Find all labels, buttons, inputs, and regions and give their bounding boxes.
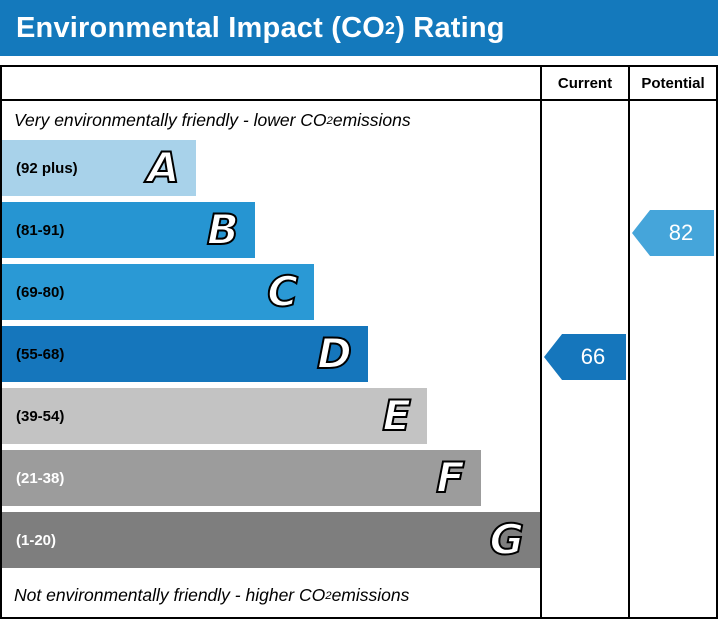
- potential-rating-arrow: 82: [632, 210, 714, 256]
- band-f-letter: F: [435, 453, 466, 502]
- current-column-cell: [540, 388, 628, 450]
- rating-table: Current Potential Very environmentally f…: [0, 65, 718, 619]
- band-d-letter: D: [316, 329, 353, 378]
- current-rating-arrow: 66: [544, 334, 626, 380]
- band-b-range: (81-91): [16, 221, 65, 239]
- potential-column-cell: 82: [628, 202, 716, 264]
- band-c-letter: C: [266, 267, 299, 316]
- band-row-d: (55-68) D 66: [2, 326, 716, 388]
- current-column-cell: [540, 140, 628, 202]
- current-column-header: Current: [540, 67, 628, 99]
- current-column-cell: [540, 202, 628, 264]
- current-column-cell: [540, 264, 628, 326]
- potential-column-cell: [628, 450, 716, 512]
- current-column-cell: [540, 101, 628, 140]
- band-a: (92 plus) A: [2, 140, 196, 196]
- bottom-note: Not environmentally friendly - higher CO…: [14, 585, 410, 605]
- band-row-c: (69-80) C: [2, 264, 716, 326]
- band-a-letter: A: [146, 143, 180, 192]
- bottom-note-row: Not environmentally friendly - higher CO…: [2, 574, 716, 617]
- top-note-row: Very environmentally friendly - lower CO…: [2, 101, 716, 140]
- top-note-suffix: emissions: [332, 110, 411, 130]
- band-area-c: (69-80) C: [2, 264, 540, 326]
- potential-column-cell: [628, 574, 716, 617]
- current-rating-value: 66: [580, 344, 606, 369]
- page-title-text: Environmental Impact (CO: [16, 11, 385, 44]
- band-area-g: (1-20) G: [2, 512, 540, 574]
- potential-column-cell: [628, 512, 716, 574]
- band-d-range: (55-68): [16, 345, 65, 363]
- current-column-cell: [540, 450, 628, 512]
- band-area-f: (21-38) F: [2, 450, 540, 512]
- band-d: (55-68) D: [2, 326, 368, 382]
- potential-column-cell: [628, 388, 716, 450]
- band-g-range: (1-20): [16, 531, 57, 549]
- band-area-e: (39-54) E: [2, 388, 540, 450]
- table-header-row: Current Potential: [2, 67, 716, 101]
- potential-column-cell: [628, 264, 716, 326]
- top-note: Very environmentally friendly - lower CO…: [14, 110, 411, 130]
- band-g: (1-20) G: [2, 512, 540, 568]
- band-a-range: (92 plus): [16, 159, 78, 177]
- band-e: (39-54) E: [2, 388, 428, 444]
- band-row-f: (21-38) F: [2, 450, 716, 512]
- current-column-cell: [540, 512, 628, 574]
- band-g-letter: G: [489, 515, 526, 564]
- top-note-text: Very environmentally friendly - lower CO: [14, 110, 327, 130]
- band-f: (21-38) F: [2, 450, 481, 506]
- band-c: (69-80) C: [2, 264, 315, 320]
- band-area-b: (81-91) B: [2, 202, 540, 264]
- band-c-range: (69-80): [16, 283, 65, 301]
- band-row-e: (39-54) E: [2, 388, 716, 450]
- bottom-note-text: Not environmentally friendly - higher CO: [14, 585, 326, 605]
- band-area-a: (92 plus) A: [2, 140, 540, 202]
- band-row-b: (81-91) B 82: [2, 202, 716, 264]
- bottom-note-suffix: emissions: [331, 585, 410, 605]
- band-e-letter: E: [381, 391, 412, 440]
- page-title: Environmental Impact (CO 2) Rating: [0, 0, 718, 56]
- band-f-range: (21-38): [16, 469, 65, 487]
- page-title-suffix: ) Rating: [395, 11, 505, 44]
- current-column-cell: 66: [540, 326, 628, 388]
- band-b-letter: B: [206, 205, 240, 254]
- band-b: (81-91) B: [2, 202, 255, 258]
- band-e-range: (39-54): [16, 407, 65, 425]
- potential-column-cell: [628, 326, 716, 388]
- header-spacer: [2, 67, 540, 99]
- potential-column-cell: [628, 140, 716, 202]
- band-row-a: (92 plus) A: [2, 140, 716, 202]
- band-area-d: (55-68) D: [2, 326, 540, 388]
- potential-column-header: Potential: [628, 67, 716, 99]
- band-row-g: (1-20) G: [2, 512, 716, 574]
- current-column-cell: [540, 574, 628, 617]
- potential-rating-value: 82: [668, 220, 694, 245]
- potential-column-cell: [628, 101, 716, 140]
